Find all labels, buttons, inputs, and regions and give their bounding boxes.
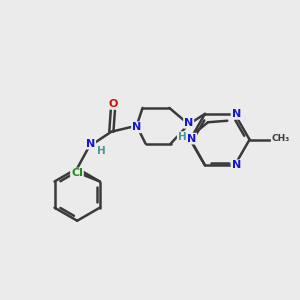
Text: N: N — [232, 109, 241, 119]
Text: N: N — [184, 118, 193, 128]
Text: O: O — [108, 99, 118, 109]
Text: H: H — [178, 132, 187, 142]
Text: N: N — [132, 122, 141, 132]
Text: Cl: Cl — [71, 169, 83, 178]
Text: H: H — [97, 146, 106, 156]
Text: N: N — [187, 134, 196, 144]
Text: N: N — [86, 139, 95, 148]
Text: N: N — [232, 160, 241, 170]
Text: CH₃: CH₃ — [272, 134, 290, 142]
